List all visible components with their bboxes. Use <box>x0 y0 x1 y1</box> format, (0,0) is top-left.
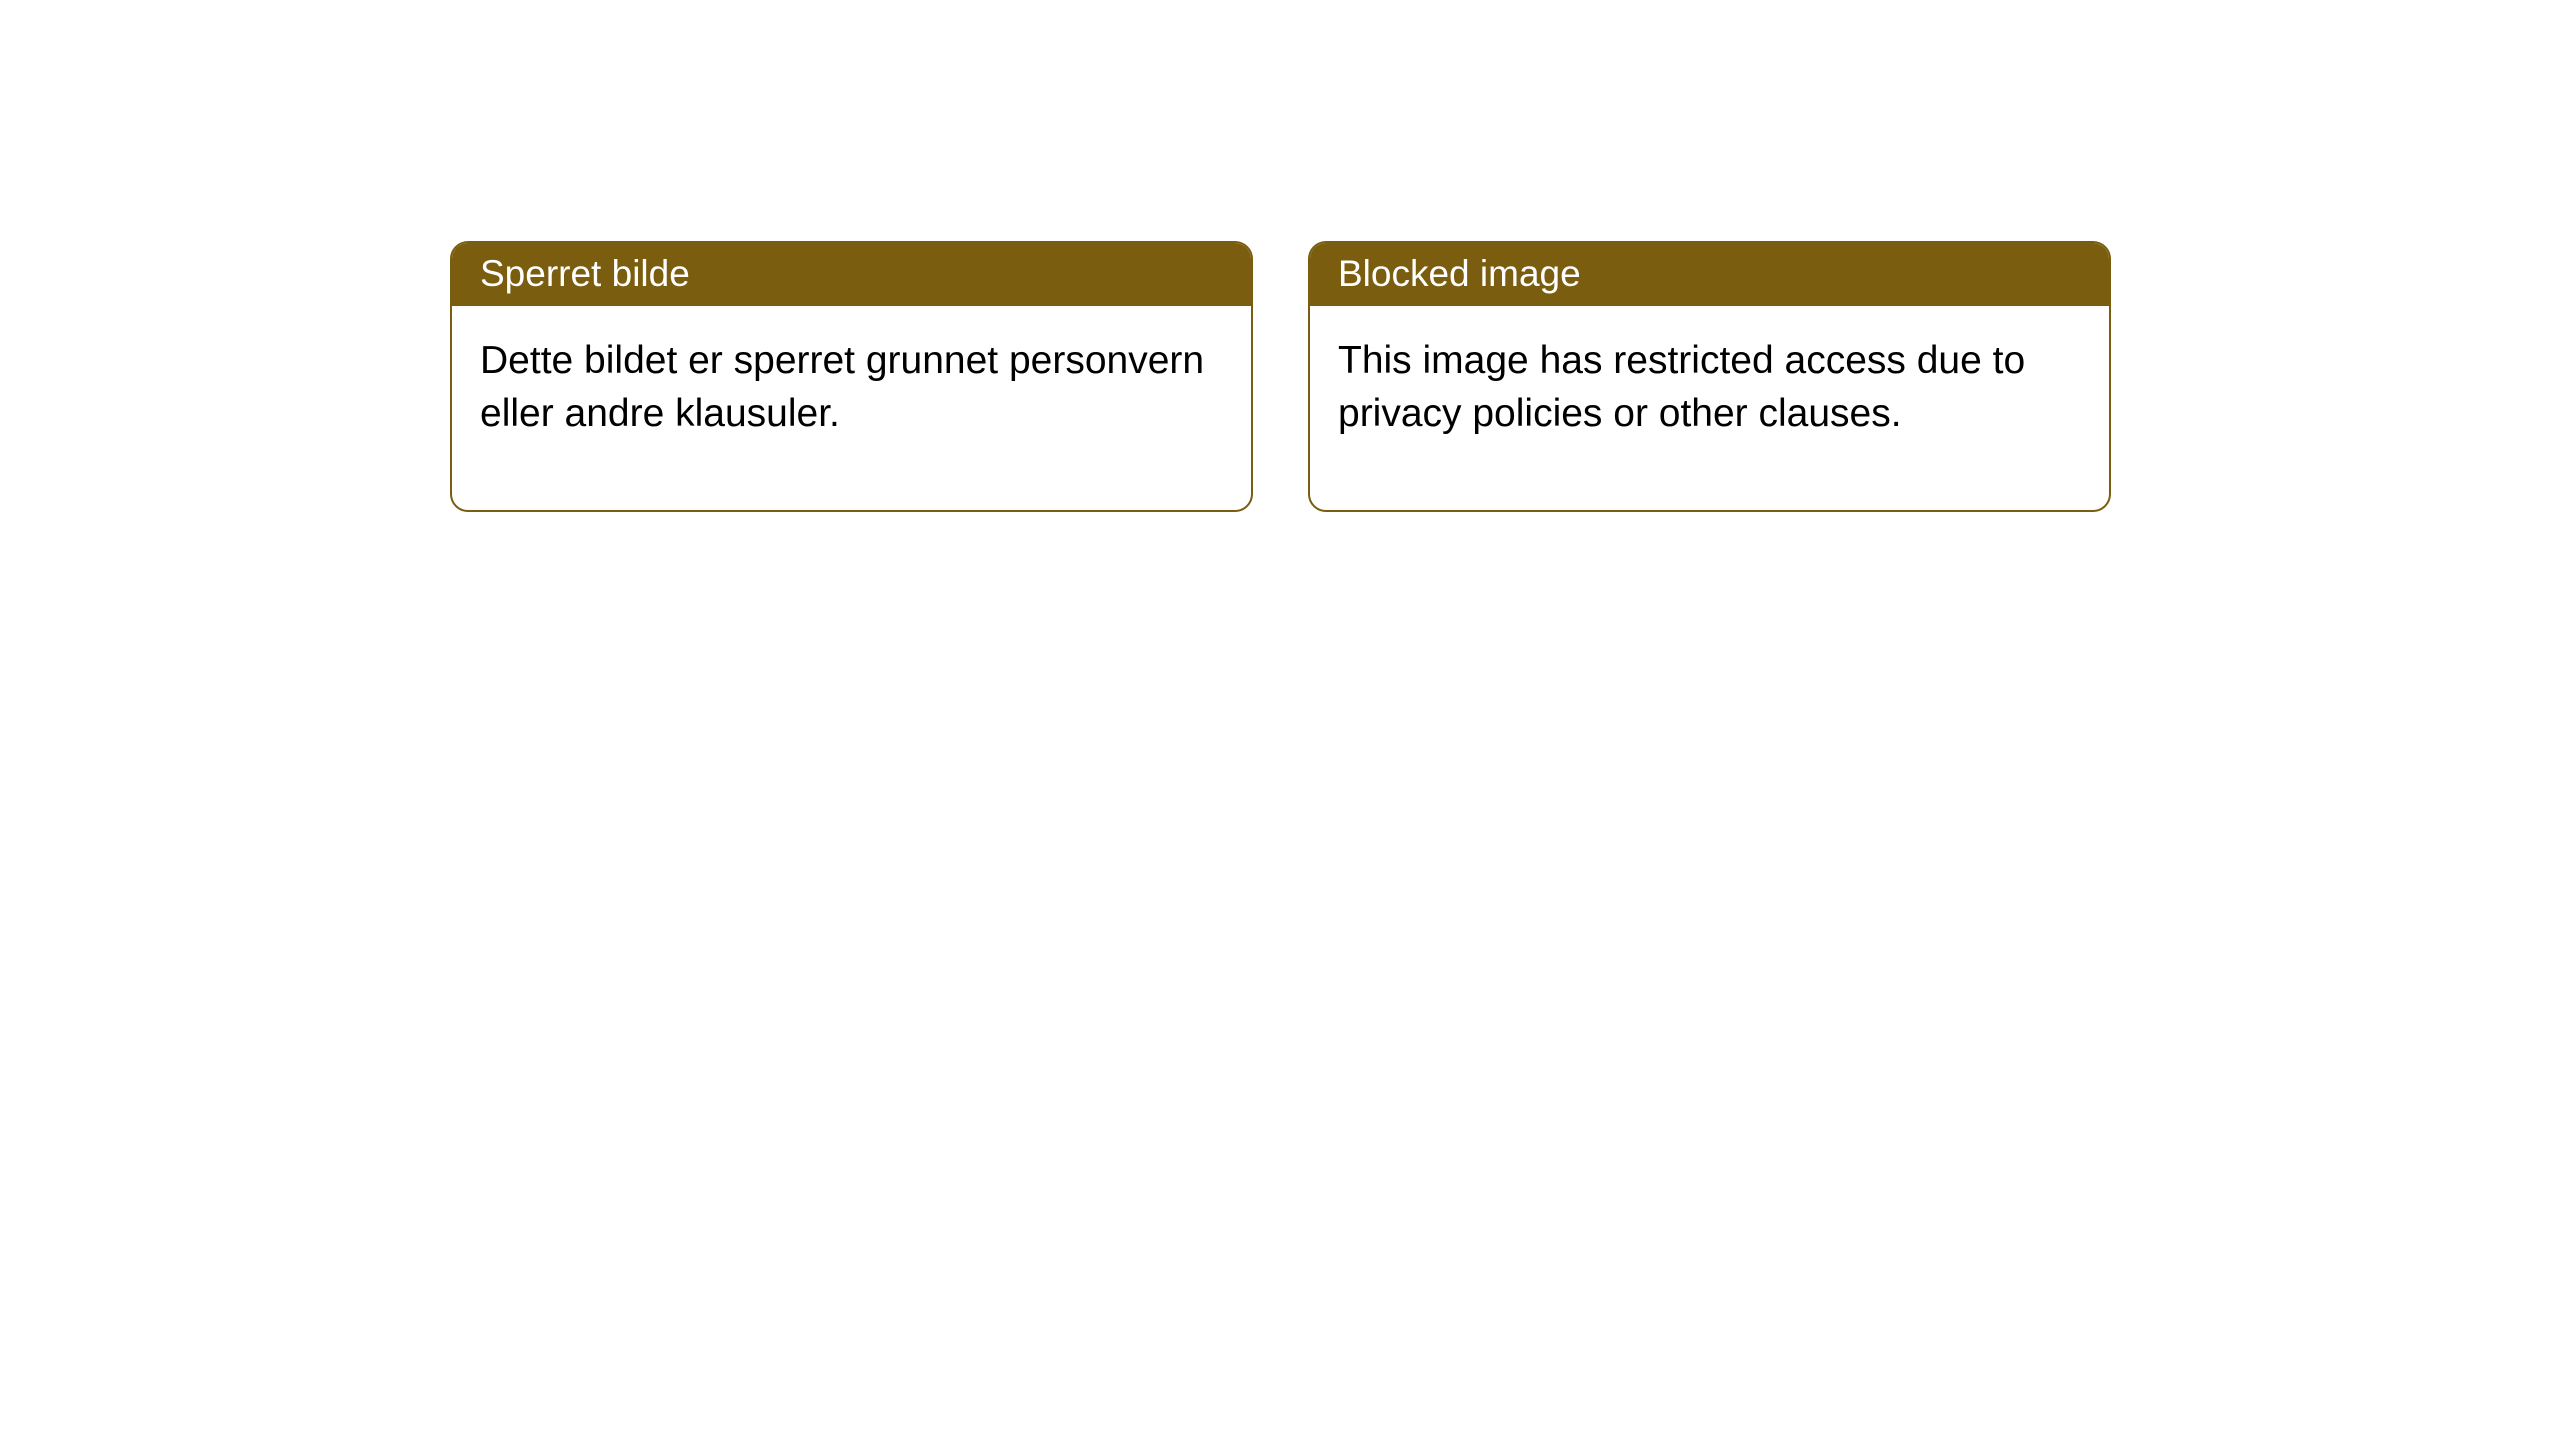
card-body: This image has restricted access due to … <box>1310 306 2109 510</box>
notice-card-norwegian: Sperret bilde Dette bildet er sperret gr… <box>450 241 1253 512</box>
card-body: Dette bildet er sperret grunnet personve… <box>452 306 1251 510</box>
card-header: Blocked image <box>1310 243 2109 306</box>
notice-container: Sperret bilde Dette bildet er sperret gr… <box>450 241 2111 512</box>
card-header: Sperret bilde <box>452 243 1251 306</box>
notice-card-english: Blocked image This image has restricted … <box>1308 241 2111 512</box>
